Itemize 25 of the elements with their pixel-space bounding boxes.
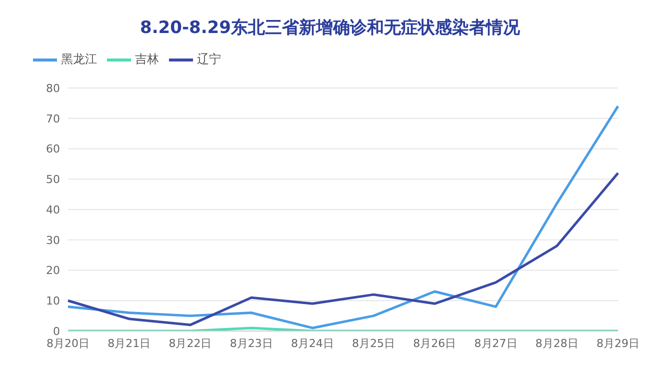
y-tick-label: 20	[46, 264, 60, 278]
y-tick-label: 60	[46, 142, 60, 156]
x-tick-label: 8月21日	[108, 336, 151, 350]
y-tick-label: 50	[46, 173, 60, 186]
x-tick-label: 8月25日	[352, 336, 396, 350]
y-tick-label: 0	[53, 324, 60, 338]
chart-title: 8.20-8.29东北三省新增确诊和无症状感染者情况	[139, 17, 521, 40]
y-tick-label: 70	[46, 112, 60, 126]
x-tick-label: 8月24日	[290, 336, 334, 350]
y-tick-label: 10	[46, 294, 60, 308]
y-tick-label: 40	[46, 203, 60, 216]
legend-label: 吉林	[134, 51, 159, 68]
y-tick-label: 80	[46, 82, 60, 95]
legend-label: 黑龙江	[60, 51, 97, 68]
x-tick-label: 8月23日	[230, 336, 273, 350]
x-tick-label: 8月22日	[168, 336, 212, 350]
line-series	[66, 172, 620, 326]
legend-label: 辽宁	[196, 51, 221, 68]
x-tick-label: 8月26日	[413, 336, 456, 350]
line-series	[66, 104, 620, 330]
x-tick-label: 8月20日	[46, 336, 90, 350]
x-tick-label: 8月27日	[474, 336, 518, 350]
y-tick-label: 30	[46, 234, 60, 247]
x-tick-label: 8月29日	[596, 336, 640, 350]
x-tick-label: 8月28日	[535, 336, 578, 350]
